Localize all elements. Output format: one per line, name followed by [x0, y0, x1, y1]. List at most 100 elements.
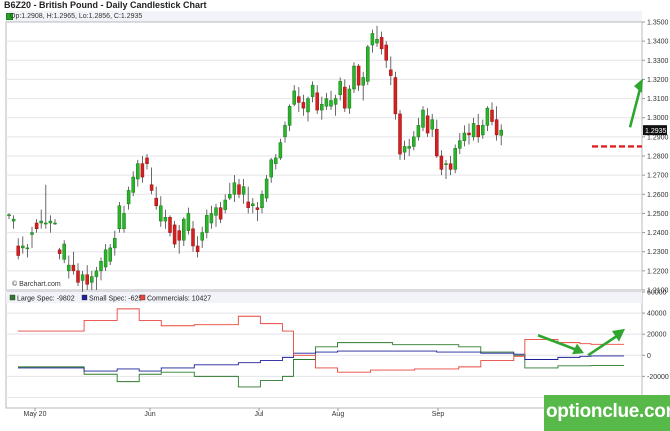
candle-body-down — [315, 92, 319, 111]
candle-body-up — [338, 81, 342, 95]
candle-body-up — [205, 215, 209, 233]
candle-body-up — [136, 163, 140, 180]
candle-body-down — [356, 65, 361, 86]
candle — [21, 236, 25, 254]
cot-y-tick-label: 0 — [647, 353, 651, 360]
candle — [416, 117, 421, 141]
candle-body-up — [113, 238, 117, 249]
candle-body-up — [471, 123, 476, 138]
cot-legend-swatch — [9, 294, 16, 301]
candle — [343, 79, 347, 112]
candle-body-up — [430, 119, 434, 130]
price-y-tick-label: 1.3200 — [647, 77, 669, 84]
candle — [255, 201, 260, 222]
candle — [30, 226, 34, 248]
candle-body-down — [435, 128, 439, 157]
candle — [398, 110, 402, 160]
candle — [490, 102, 494, 126]
price-y-tick-label: 1.2300 — [647, 249, 669, 256]
candle-body-up — [223, 199, 227, 210]
candle — [384, 41, 388, 68]
candle-body-down — [140, 163, 145, 178]
candle — [361, 71, 365, 101]
candle-body-up — [94, 270, 99, 277]
candle — [324, 92, 329, 111]
candle — [301, 94, 306, 116]
candle — [223, 194, 227, 214]
candle — [292, 85, 296, 107]
candle — [154, 186, 158, 210]
candle — [11, 215, 16, 229]
candle — [103, 244, 108, 271]
candle — [205, 209, 209, 239]
ohlc-readout: Op:1.2908, H:1.2965, Lo:1.2856, C:1.2935 — [10, 13, 143, 20]
candle — [453, 144, 457, 174]
candle — [131, 171, 135, 197]
price-y-tick-label: 1.3000 — [647, 115, 669, 122]
candle — [425, 108, 430, 137]
candle — [430, 113, 434, 137]
candle — [122, 205, 126, 233]
cot-legend-bar — [6, 292, 642, 303]
candle — [269, 157, 273, 183]
cot-up-arrow-head — [612, 328, 625, 342]
candle — [366, 44, 370, 86]
candle-body-down — [76, 270, 80, 283]
candle-body-up — [25, 247, 30, 250]
candle — [251, 198, 255, 214]
candle — [57, 247, 62, 260]
candle — [283, 121, 287, 143]
candle — [481, 119, 485, 139]
candle — [149, 167, 154, 195]
candle — [34, 219, 39, 233]
candle-body-up — [131, 176, 135, 193]
candle-body-up — [232, 182, 237, 195]
candle — [90, 270, 94, 290]
candle — [471, 117, 476, 141]
candle — [274, 154, 278, 170]
candle-body-up — [462, 132, 467, 141]
candle — [186, 207, 191, 235]
candle-body-up — [481, 125, 485, 136]
candle-body-up — [53, 222, 57, 225]
candle-body-down — [494, 119, 499, 136]
candle-body-up — [320, 104, 324, 111]
candle-body-up — [251, 203, 255, 207]
candle — [462, 125, 467, 147]
candle — [448, 156, 453, 176]
candle — [191, 221, 195, 252]
ohlc-swatch-icon — [6, 13, 13, 20]
candle — [80, 270, 85, 292]
candle — [393, 71, 398, 120]
cot-legend-swatch — [81, 294, 88, 301]
candle — [159, 196, 163, 227]
candle-body-up — [67, 264, 71, 272]
candle — [278, 138, 283, 160]
candle-body-up — [361, 77, 365, 86]
price-y-tick-label: 1.2500 — [647, 211, 669, 218]
price-up-arrow-shaft — [628, 88, 642, 128]
candle — [370, 29, 375, 53]
candle-body-down — [343, 86, 347, 109]
candle-body-down — [297, 96, 301, 103]
cot-legend-label: Small Spec: -625 — [89, 296, 142, 303]
candle-body-down — [145, 157, 149, 164]
candle — [407, 138, 411, 156]
candle-body-up — [80, 274, 85, 281]
commercials-line — [18, 308, 624, 373]
candle-body-up — [126, 190, 131, 205]
candle-body-up — [117, 205, 122, 229]
candle-body-down — [237, 184, 241, 195]
candle — [108, 244, 112, 266]
candle — [310, 81, 315, 103]
candle-body-down — [177, 230, 181, 241]
candle-body-up — [103, 249, 108, 268]
candle-body-down — [172, 224, 177, 245]
candle — [140, 156, 145, 183]
candle-body-down — [476, 125, 480, 138]
candle — [53, 219, 57, 225]
candle — [476, 113, 480, 143]
candle-body-up — [287, 105, 292, 126]
candle-body-up — [352, 65, 356, 90]
